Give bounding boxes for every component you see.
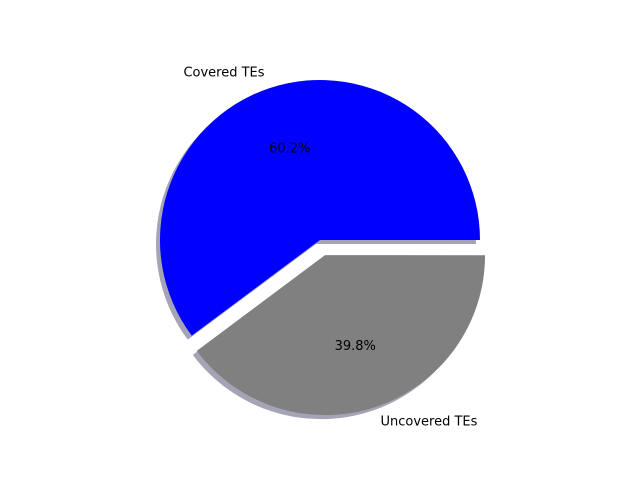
- pie-label-layer: Covered TEs 60.2% Uncovered TEs 39.8%: [183, 65, 477, 429]
- pie-slice-uncovered-tes: [196, 255, 486, 416]
- pct-label-covered: 60.2%: [269, 141, 310, 156]
- pie-slice-layer: [159, 79, 486, 416]
- pie-slice-covered-tes: [159, 79, 481, 336]
- slice-label-covered: Covered TEs: [183, 65, 264, 80]
- pct-label-uncovered: 39.8%: [335, 339, 376, 354]
- slice-label-uncovered: Uncovered TEs: [380, 415, 477, 430]
